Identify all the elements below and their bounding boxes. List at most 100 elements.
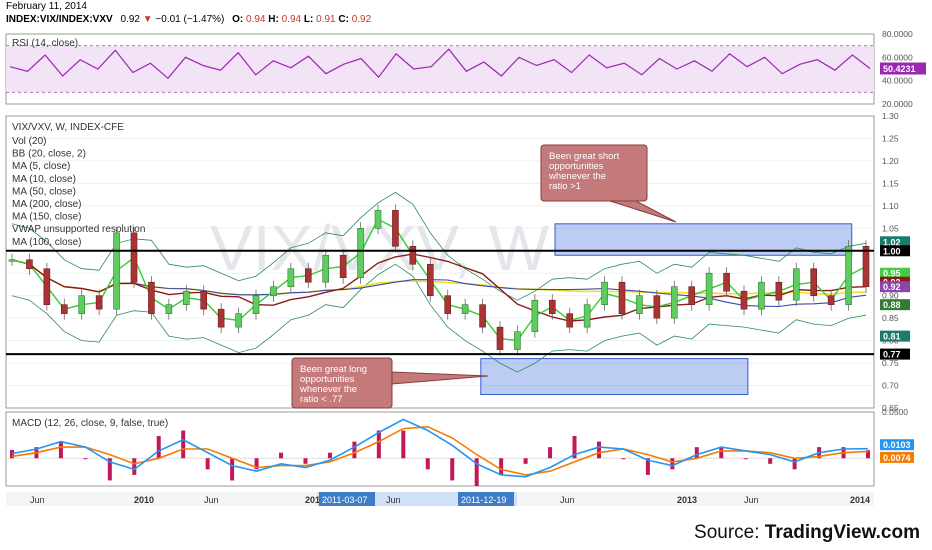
macd-last-badge-1 bbox=[880, 451, 914, 463]
price-tick-label-0: 1.30 bbox=[882, 111, 899, 121]
macd-tick-label-0: 0.0500 bbox=[882, 407, 908, 417]
price-bar bbox=[357, 228, 364, 279]
price-badge-4 bbox=[880, 281, 910, 293]
price-tick-label-11: 0.75 bbox=[882, 358, 899, 368]
macd-histogram-bar bbox=[645, 458, 650, 475]
price-badge-5 bbox=[880, 299, 910, 311]
bollinger-upper bbox=[11, 191, 867, 301]
high-value: 0.94 bbox=[281, 14, 302, 25]
macd-histogram-bar bbox=[719, 447, 724, 459]
price-bar bbox=[392, 210, 399, 247]
low-label: L: bbox=[303, 14, 314, 25]
open-value: 0.94 bbox=[246, 14, 266, 25]
time-axis-label-6: 2013 bbox=[677, 495, 697, 505]
price-tick-label-9: 0.85 bbox=[882, 313, 899, 323]
rsi-tick-label-3: 20.0000 bbox=[882, 99, 913, 109]
macd-histogram-bar bbox=[156, 436, 161, 459]
callout-box-0 bbox=[540, 144, 648, 202]
price-tick-label-1: 1.25 bbox=[882, 133, 899, 143]
price-bar bbox=[461, 304, 469, 314]
source-brand[interactable]: TradingView.com bbox=[764, 522, 920, 543]
close-label: C: bbox=[338, 14, 349, 25]
price-badge-2 bbox=[880, 267, 910, 279]
callout-text-0: whenever the bbox=[548, 171, 606, 182]
price-bar bbox=[618, 281, 626, 314]
macd-histogram-bar bbox=[670, 458, 675, 470]
macd-last-label-1: 0.0074 bbox=[883, 453, 911, 463]
macd-histogram-bar bbox=[279, 452, 284, 459]
rsi-title: RSI (14, close) bbox=[12, 38, 78, 49]
price-bar bbox=[339, 254, 347, 279]
price-bar bbox=[287, 268, 295, 288]
price-bar bbox=[252, 295, 260, 314]
macd-histogram-bar bbox=[376, 430, 381, 459]
high-label: H: bbox=[268, 14, 279, 25]
macd-histogram-bar bbox=[425, 458, 430, 470]
price-bar bbox=[601, 281, 608, 305]
indicator-label-4: MA (50, close) bbox=[12, 186, 76, 197]
macd-last-label-0: 0.0103 bbox=[883, 440, 911, 450]
callout-text-0: Been great short bbox=[549, 151, 620, 162]
indicator-label-5: MA (200, close) bbox=[12, 199, 81, 210]
macd-histogram-bar bbox=[596, 441, 601, 459]
price-badge-1 bbox=[880, 245, 910, 257]
macd-histogram-bar bbox=[58, 441, 63, 459]
price-bar bbox=[78, 295, 86, 314]
price-bar bbox=[235, 313, 242, 328]
symbol-name[interactable]: INDEX:VIX/INDEX:VXV bbox=[6, 14, 113, 25]
macd-histogram-bar bbox=[181, 430, 186, 459]
price-bar bbox=[670, 286, 678, 319]
main-title: VIX/VXV, W, INDEX-CFE bbox=[12, 122, 124, 133]
callout-text-1: opportunities bbox=[300, 374, 355, 385]
time-axis-label-8: 2014 bbox=[850, 495, 870, 505]
indicator-label-0: Vol (20) bbox=[12, 136, 46, 147]
time-axis-label-3: 2011 bbox=[305, 495, 325, 505]
time-axis-label-1: 2010 bbox=[134, 495, 154, 505]
price-badge-label-4: 0.92 bbox=[883, 282, 901, 292]
source-prefix: Source: bbox=[694, 522, 760, 543]
macd-histogram-bar bbox=[523, 458, 528, 464]
indicator-label-2: MA (5, close) bbox=[12, 161, 70, 172]
price-bar bbox=[583, 304, 591, 328]
price-bar bbox=[374, 210, 382, 229]
callout-box-1 bbox=[291, 357, 393, 409]
price-bar bbox=[514, 331, 521, 350]
price-bar bbox=[653, 295, 661, 319]
macd-histogram-bar bbox=[499, 458, 504, 475]
price-bar bbox=[165, 304, 173, 314]
highlight-zone-1 bbox=[480, 358, 749, 396]
down-arrow-icon: ▼ bbox=[142, 14, 153, 25]
price-bar bbox=[182, 290, 190, 305]
indicator-label-8: MA (100, close) bbox=[12, 237, 81, 248]
indicator-label-7: VWAP unsupported resolution bbox=[12, 224, 145, 235]
symbol-line: INDEX:VIX/INDEX:VXV 0.92 ▼ −0.01 (−1.47%… bbox=[6, 14, 371, 25]
price-bar bbox=[113, 232, 120, 310]
callout-text-1: ratio < .77 bbox=[300, 394, 343, 405]
macd-histogram-bar bbox=[254, 458, 259, 470]
close-value: 0.92 bbox=[351, 14, 372, 25]
macd-line bbox=[11, 418, 869, 478]
price-bar bbox=[479, 304, 486, 328]
callout-text-1: whenever the bbox=[299, 384, 357, 395]
rsi-last-label: 50.4231 bbox=[883, 64, 916, 74]
price-badge-label-5: 0.88 bbox=[883, 300, 901, 310]
rsi-tick-label-2: 40.0000 bbox=[882, 76, 913, 86]
bollinger-lower bbox=[11, 263, 867, 373]
price-bar bbox=[270, 286, 277, 296]
price-badge-6 bbox=[880, 330, 910, 342]
low-value: 0.91 bbox=[316, 14, 336, 25]
macd-histogram-bar bbox=[572, 436, 577, 459]
open-label: O: bbox=[232, 14, 244, 25]
callout-text-0: opportunities bbox=[549, 161, 604, 172]
source-credit: Source: TradingView.com bbox=[694, 522, 920, 544]
callout-text-0: ratio >1 bbox=[549, 181, 581, 192]
macd-histogram-bar bbox=[474, 458, 479, 486]
price-tick-label-5: 1.05 bbox=[882, 223, 899, 233]
price-bar bbox=[531, 299, 539, 332]
price-bar bbox=[60, 304, 68, 314]
price-badge-0 bbox=[880, 236, 910, 248]
time-axis-label-0: Jun bbox=[30, 495, 45, 505]
price-bar bbox=[827, 295, 835, 305]
indicator-label-6: MA (150, close) bbox=[12, 212, 81, 223]
